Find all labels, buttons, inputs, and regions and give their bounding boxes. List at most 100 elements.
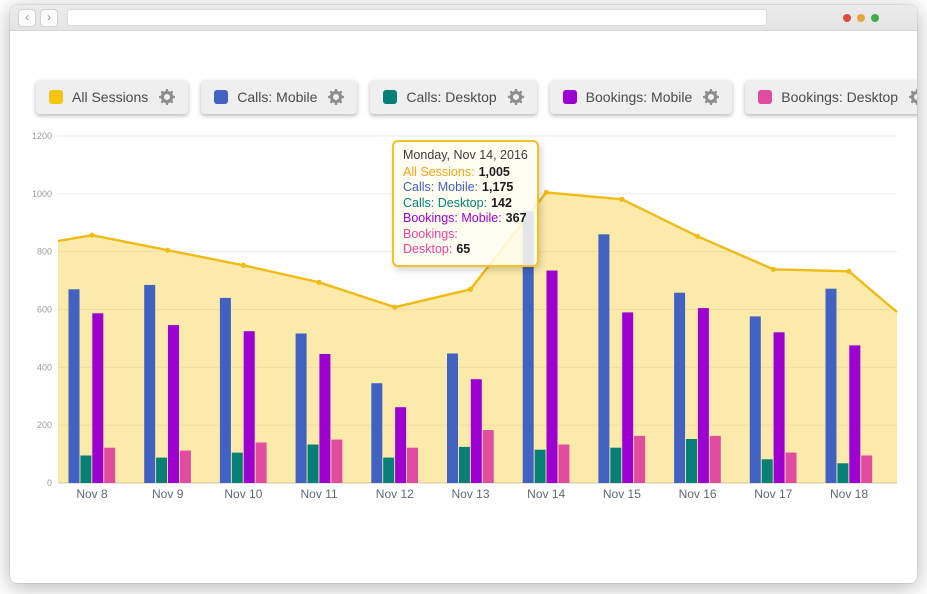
chevron-left-icon: ‹ <box>25 9 29 24</box>
x-axis-label: Nov 17 <box>754 487 792 501</box>
legend-item-bookings-desktop[interactable]: Bookings: Desktop <box>745 80 917 114</box>
bar-bookings-mobile[interactable] <box>395 407 407 483</box>
bar-bookings-desktop[interactable] <box>785 452 797 483</box>
legend-item-calls-mobile[interactable]: Calls: Mobile <box>201 80 358 114</box>
bar-calls-desktop[interactable] <box>458 446 470 483</box>
all-sessions-area[interactable] <box>58 192 897 483</box>
all-sessions-marker[interactable] <box>846 268 852 274</box>
x-axis-label: Nov 9 <box>152 487 184 501</box>
legend-item-calls-desktop[interactable]: Calls: Desktop <box>370 80 537 114</box>
bar-calls-desktop[interactable] <box>610 447 622 483</box>
x-axis-label: Nov 12 <box>376 487 414 501</box>
all-sessions-marker[interactable] <box>240 262 246 268</box>
all-sessions-marker[interactable] <box>467 286 474 292</box>
green-dot-icon <box>871 13 879 22</box>
tooltip-series-value: 367 <box>505 211 527 225</box>
bar-calls-mobile[interactable] <box>371 383 383 483</box>
gear-icon[interactable] <box>159 89 176 105</box>
bar-bookings-mobile[interactable] <box>92 313 104 483</box>
x-axis-label: Nov 15 <box>603 487 641 501</box>
bar-bookings-mobile[interactable] <box>243 331 255 483</box>
red-dot-icon <box>843 13 851 22</box>
bar-bookings-desktop[interactable] <box>331 439 343 483</box>
bar-calls-mobile[interactable] <box>674 292 686 483</box>
bar-bookings-mobile[interactable] <box>546 270 558 484</box>
gear-icon[interactable] <box>703 89 720 105</box>
series-color-swatch <box>758 90 773 104</box>
tooltip-row: Calls: Mobile: 1,175 <box>403 180 528 196</box>
bar-calls-desktop[interactable] <box>80 455 92 484</box>
back-button[interactable]: ‹ <box>18 8 36 27</box>
chart-area: 0 200 400 600 800 1000 1200 Nov 8 Nov 9 Nov 10 Nov… <box>10 128 917 508</box>
bar-bookings-desktop[interactable] <box>558 444 570 484</box>
bar-calls-mobile[interactable] <box>598 234 610 483</box>
bar-bookings-mobile[interactable] <box>622 312 634 483</box>
all-sessions-marker[interactable] <box>695 233 701 239</box>
bar-calls-mobile[interactable] <box>749 316 761 483</box>
bar-bookings-desktop[interactable] <box>709 435 721 483</box>
legend-item-all-sessions[interactable]: All Sessions <box>36 80 189 114</box>
chart-tooltip: Monday, Nov 14, 2016 All Sessions: 1,005 … <box>392 140 539 267</box>
bar-bookings-desktop[interactable] <box>634 435 646 483</box>
tooltip-series-label: Calls: Desktop: <box>403 195 488 210</box>
all-sessions-marker[interactable] <box>165 247 171 253</box>
bar-bookings-mobile[interactable] <box>319 354 331 483</box>
bar-bookings-mobile[interactable] <box>849 345 861 483</box>
tooltip-row: Bookings: Mobile: 367 <box>403 211 528 227</box>
tooltip-row: Bookings: Desktop: 65 <box>403 227 528 258</box>
bar-bookings-desktop[interactable] <box>407 447 418 483</box>
gear-icon[interactable] <box>507 89 524 105</box>
bar-calls-mobile[interactable] <box>68 289 80 483</box>
bar-bookings-desktop[interactable] <box>104 447 116 483</box>
gear-icon[interactable] <box>909 89 917 105</box>
bar-calls-mobile[interactable] <box>522 211 534 483</box>
chart-canvas[interactable]: 0 200 400 600 800 1000 1200 Nov 8 Nov 9 Nov 10 Nov… <box>10 128 917 507</box>
all-sessions-marker[interactable] <box>316 279 322 285</box>
all-sessions-marker[interactable] <box>392 304 398 310</box>
yellow-dot-icon <box>857 13 865 22</box>
bar-calls-desktop[interactable] <box>383 457 395 483</box>
bar-calls-desktop[interactable] <box>231 452 243 483</box>
bar-calls-mobile[interactable] <box>219 297 231 483</box>
bar-calls-desktop[interactable] <box>686 439 697 483</box>
browser-window: ‹ › All Sessions Calls: Mobile Calls: Desk… <box>10 5 917 583</box>
bar-calls-mobile[interactable] <box>144 284 156 483</box>
tooltip-series-value: 142 <box>491 195 512 210</box>
all-sessions-marker[interactable] <box>619 196 625 202</box>
tooltip-series-value: 65 <box>456 242 471 256</box>
bar-calls-mobile[interactable] <box>295 333 307 484</box>
all-sessions-marker[interactable] <box>770 266 776 272</box>
x-axis-label: Nov 11 <box>301 487 338 501</box>
series-color-swatch <box>562 90 577 104</box>
address-bar[interactable] <box>67 9 767 26</box>
y-axis-label: 600 <box>37 305 52 315</box>
bar-bookings-desktop[interactable] <box>255 442 267 484</box>
bar-calls-desktop[interactable] <box>837 463 849 483</box>
bar-calls-desktop[interactable] <box>156 457 168 483</box>
y-axis-label: 1200 <box>32 131 52 141</box>
bar-calls-desktop[interactable] <box>534 449 546 483</box>
forward-button[interactable]: › <box>40 8 58 27</box>
browser-titlebar: ‹ › <box>10 5 917 31</box>
tooltip-series-label: Bookings: Mobile: <box>403 211 502 225</box>
all-sessions-marker[interactable] <box>543 189 549 195</box>
bar-bookings-mobile[interactable] <box>773 332 785 483</box>
bar-calls-mobile[interactable] <box>447 353 458 484</box>
bar-bookings-desktop[interactable] <box>179 450 191 483</box>
legend-item-label: Calls: Mobile <box>237 89 318 105</box>
bar-calls-mobile[interactable] <box>825 288 837 483</box>
bar-calls-desktop[interactable] <box>761 459 773 483</box>
bar-bookings-mobile[interactable] <box>168 325 179 483</box>
bar-bookings-mobile[interactable] <box>697 308 709 483</box>
gear-icon[interactable] <box>328 89 345 105</box>
bar-bookings-mobile[interactable] <box>470 379 482 483</box>
legend-item-bookings-mobile[interactable]: Bookings: Mobile <box>549 80 733 114</box>
tooltip-series-value: 1,005 <box>478 164 510 179</box>
bar-bookings-desktop[interactable] <box>861 455 873 484</box>
legend-item-label: All Sessions <box>72 89 149 105</box>
bar-calls-desktop[interactable] <box>307 444 319 484</box>
y-axis-label: 800 <box>37 247 52 257</box>
all-sessions-marker[interactable] <box>89 232 95 238</box>
tooltip-series-label: Bookings: Desktop: <box>403 226 458 257</box>
bar-bookings-desktop[interactable] <box>482 430 494 483</box>
